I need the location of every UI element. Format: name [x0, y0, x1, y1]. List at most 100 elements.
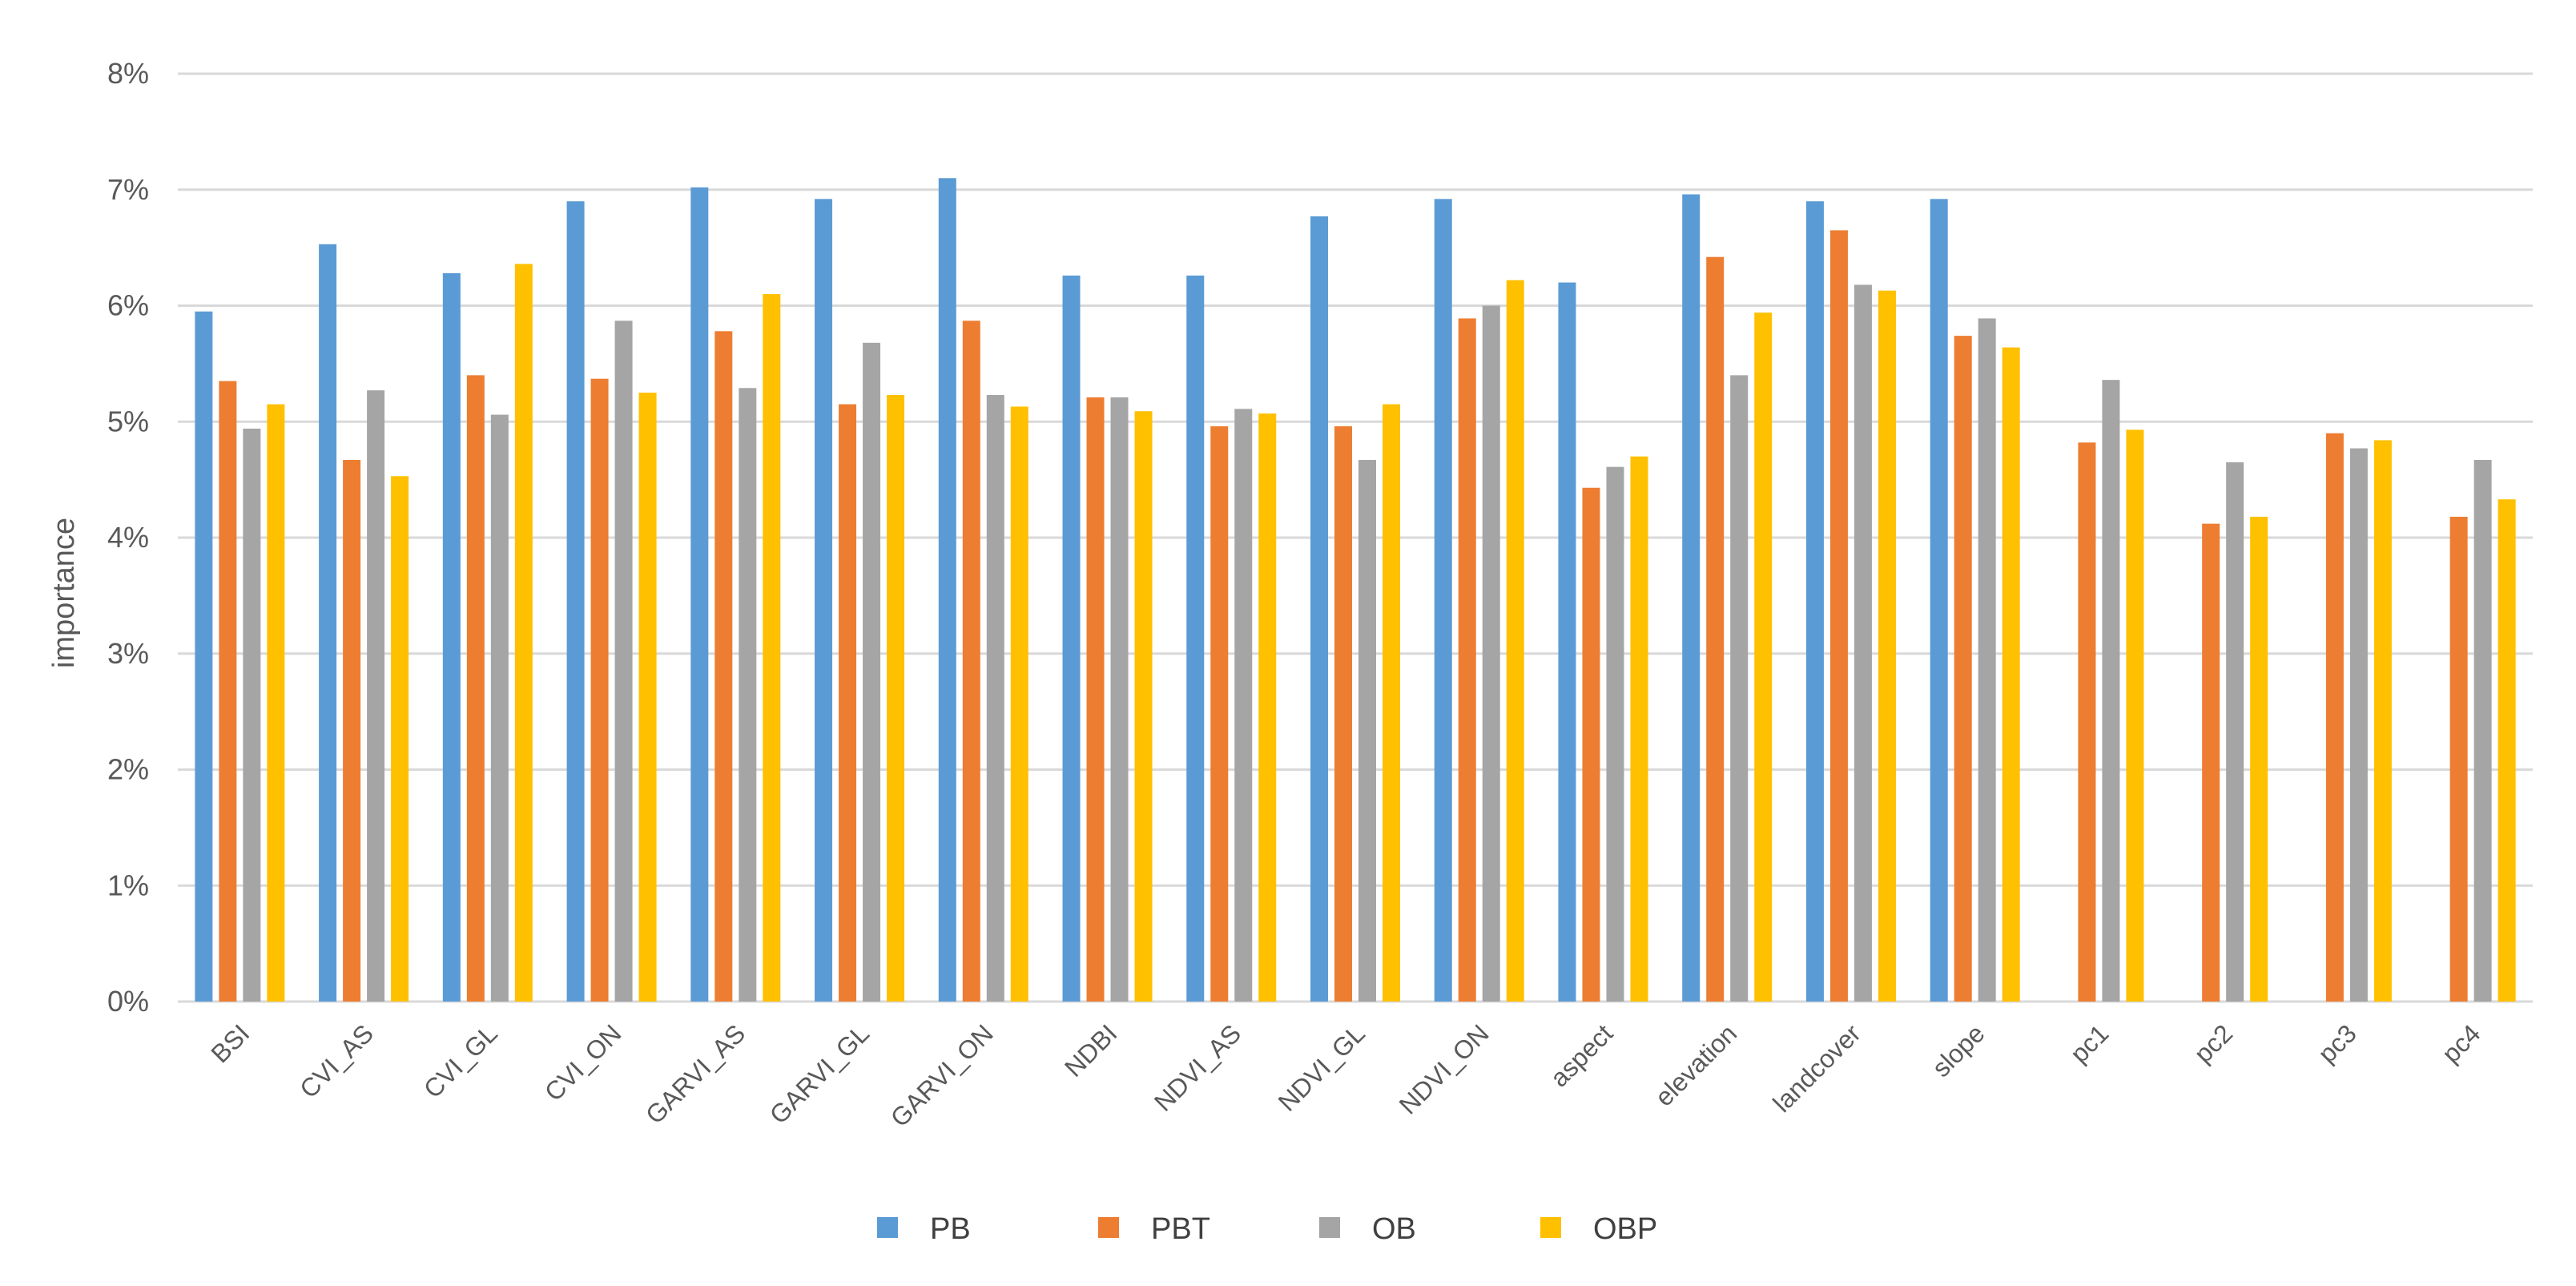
bar-pbt-cvi-gl [466, 375, 485, 1002]
bar-ob-garvi-as [739, 388, 757, 1002]
legend-swatch-ob [1319, 1217, 1340, 1238]
legend-swatch-obp [1540, 1217, 1561, 1238]
bar-pbt-cvi-on [590, 378, 609, 1002]
bar-ob-aspect [1606, 466, 1624, 1002]
bar-pbt-elevation [1706, 256, 1725, 1002]
legend: PB PBT OB OBP [877, 1212, 1657, 1246]
legend-swatch-pb [877, 1217, 898, 1238]
bar-obp-pc3 [2373, 440, 2392, 1002]
x-category-label: NDVI_AS [1149, 1018, 1246, 1116]
y-axis-ticks: 0% 1% 2% 3% 4% 5% 6% 7% 8% [107, 57, 149, 1018]
bar-pbt-cvi-as [343, 460, 361, 1002]
x-category-label: GARVI_AS [640, 1018, 751, 1129]
y-tick-label: 2% [107, 753, 149, 786]
bar-ob-slope [1978, 318, 1996, 1002]
bar-pb-ndbi [1062, 275, 1081, 1002]
bar-ob-garvi-gl [863, 342, 881, 1002]
legend-label-ob: OB [1372, 1212, 1416, 1246]
bar-ob-bsi [243, 428, 261, 1002]
bar-pb-landcover [1805, 201, 1824, 1002]
bar-ob-pc2 [2226, 462, 2244, 1002]
bar-obp-garvi-gl [887, 394, 905, 1002]
bar-ob-ndbi [1110, 397, 1129, 1002]
bar-pb-ndvi-gl [1310, 216, 1328, 1002]
bar-ob-cvi-as [367, 390, 385, 1002]
x-category-label: NDVI_GL [1273, 1018, 1371, 1116]
bar-pb-garvi-as [690, 187, 709, 1002]
bar-pb-ndvi-on [1434, 199, 1452, 1002]
bar-pbt-pc2 [2202, 523, 2220, 1002]
legend-label-pbt: PBT [1151, 1212, 1210, 1246]
bar-pbt-garvi-gl [839, 404, 857, 1002]
bar-pbt-ndvi-as [1210, 426, 1229, 1002]
bar-pb-cvi-gl [442, 272, 461, 1002]
bar-obp-elevation [1754, 312, 1773, 1002]
bar-pbt-pc1 [2078, 442, 2096, 1002]
x-category-label: elevation [1649, 1018, 1742, 1111]
bar-obp-slope [2002, 347, 2020, 1002]
bar-obp-bsi [267, 404, 285, 1002]
bar-obp-garvi-on [1010, 406, 1028, 1002]
bar-obp-garvi-as [763, 294, 781, 1002]
bar-obp-ndvi-as [1258, 413, 1277, 1002]
bar-pb-garvi-on [938, 178, 956, 1002]
bar-ob-ndvi-on [1482, 305, 1500, 1002]
bar-ob-landcover [1854, 284, 1872, 1002]
bar-ob-cvi-gl [490, 414, 509, 1002]
bar-pb-cvi-on [566, 201, 585, 1002]
bar-obp-pc1 [2126, 429, 2144, 1002]
y-tick-label: 4% [107, 521, 149, 554]
bar-obp-ndvi-on [1506, 280, 1524, 1002]
bar-ob-ndvi-gl [1358, 460, 1376, 1002]
bar-pbt-pc4 [2449, 516, 2468, 1002]
bar-pbt-ndvi-gl [1334, 426, 1352, 1002]
bar-obp-pc4 [2498, 499, 2516, 1002]
bar-obp-cvi-on [638, 393, 657, 1002]
bar-ob-garvi-on [986, 394, 1004, 1002]
bar-ob-elevation [1730, 375, 1749, 1002]
x-category-label: aspect [1544, 1018, 1618, 1092]
bar-pb-aspect [1558, 282, 1576, 1002]
y-axis-title: importance [47, 518, 81, 668]
bar-obp-pc2 [2250, 516, 2268, 1002]
bar-pb-bsi [195, 311, 213, 1002]
x-category-label: BSI [205, 1018, 255, 1068]
bar-obp-ndbi [1134, 411, 1153, 1002]
bar-pbt-pc3 [2325, 433, 2344, 1002]
bar-pb-ndvi-as [1186, 275, 1205, 1002]
x-category-label: pc4 [2437, 1018, 2486, 1068]
bar-pbt-garvi-on [962, 320, 980, 1002]
bar-pb-slope [1930, 199, 1948, 1002]
bar-obp-cvi-as [391, 476, 409, 1002]
bar-obp-ndvi-gl [1383, 404, 1400, 1002]
bar-pbt-garvi-as [714, 331, 733, 1002]
x-category-label: pc2 [2188, 1018, 2238, 1068]
x-category-label: pc1 [2064, 1018, 2114, 1068]
y-tick-label: 1% [107, 869, 149, 901]
y-tick-label: 7% [107, 173, 149, 206]
x-category-label: CVI_AS [294, 1018, 379, 1103]
x-category-label: NDVI_ON [1394, 1018, 1495, 1119]
bar-ob-cvi-on [614, 320, 633, 1002]
bar-ob-pc1 [2102, 380, 2120, 1002]
bar-ob-pc4 [2473, 460, 2492, 1002]
legend-swatch-pbt [1098, 1217, 1119, 1238]
x-category-label: GARVI_ON [885, 1018, 999, 1132]
legend-label-obp: OBP [1593, 1212, 1657, 1246]
x-category-label: GARVI_GL [764, 1018, 875, 1129]
x-category-label: pc3 [2312, 1018, 2362, 1068]
bar-pbt-landcover [1829, 230, 1848, 1002]
bars [195, 178, 2516, 1002]
y-tick-label: 5% [107, 405, 149, 437]
bar-obp-cvi-gl [514, 264, 533, 1002]
x-category-label: CVI_ON [539, 1018, 627, 1107]
y-tick-label: 6% [107, 289, 149, 322]
x-category-label: NDBI [1059, 1018, 1123, 1082]
bar-pbt-aspect [1582, 487, 1600, 1002]
bar-pb-elevation [1682, 194, 1701, 1002]
y-tick-label: 3% [107, 637, 149, 670]
y-tick-label: 0% [107, 985, 149, 1018]
x-category-label: slope [1926, 1018, 1990, 1082]
